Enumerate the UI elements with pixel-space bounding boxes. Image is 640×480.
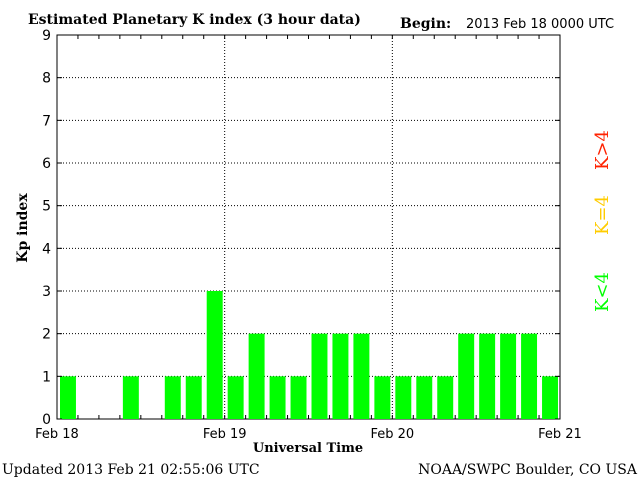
kp-bar	[416, 376, 433, 419]
kp-bar	[164, 376, 181, 419]
x-tick-label: Feb 21	[538, 427, 582, 442]
kp-bar	[122, 376, 139, 419]
x-tick-label: Feb 19	[203, 427, 247, 442]
kp-bar	[248, 333, 265, 419]
kp-bar	[269, 376, 286, 419]
updated-timestamp: Updated 2013 Feb 21 02:55:06 UTC	[2, 462, 260, 478]
y-tick-label: 7	[42, 113, 51, 129]
x-tick-label: Feb 20	[370, 427, 414, 442]
y-tick-label: 3	[42, 284, 51, 300]
grid-layer	[57, 35, 560, 419]
legend-k-eq-4: K=4	[592, 195, 613, 235]
y-tick-label: 2	[42, 327, 51, 343]
y-tick-label: 6	[42, 156, 51, 172]
bar-layer	[60, 291, 558, 419]
kp-bar	[353, 333, 370, 419]
y-axis-label: Kp index	[15, 193, 31, 263]
kp-bar	[311, 333, 328, 419]
kp-bar	[521, 333, 538, 419]
kp-bar	[458, 333, 475, 419]
kp-bar	[374, 376, 391, 419]
kp-bar	[437, 376, 454, 419]
kp-bar	[60, 376, 76, 419]
legend-k-lt-4: K<4	[592, 272, 613, 312]
kp-bar	[290, 376, 307, 419]
plot-frame	[56, 34, 561, 420]
y-tick-label: 4	[42, 241, 51, 257]
y-tick-label: 1	[42, 369, 51, 385]
kp-bar	[332, 333, 349, 419]
kp-bar	[206, 291, 223, 419]
kp-bar	[227, 376, 244, 419]
axis-layer: 0 1 2 3 4 5 6 7 8 9 Feb 18 Feb 19 Feb 20 Feb 21	[35, 28, 582, 442]
x-axis-label: Universal Time	[253, 441, 363, 456]
credit-text: NOAA/SWPC Boulder, CO USA	[418, 462, 638, 478]
kp-bar	[395, 376, 412, 419]
legend-k-gt-4: K>4	[592, 130, 613, 170]
y-tick-label: 5	[42, 199, 51, 215]
x-tick-label: Feb 18	[35, 427, 79, 442]
y-tick-label: 8	[42, 71, 51, 87]
kp-bar	[500, 333, 517, 419]
y-tick-label: 9	[42, 28, 51, 44]
kp-bar	[479, 333, 496, 419]
kp-bar	[185, 376, 202, 419]
kp-bar	[542, 376, 558, 419]
begin-label: Begin:	[400, 16, 451, 32]
chart-title: Estimated Planetary K index (3 hour data…	[28, 12, 361, 28]
begin-value: 2013 Feb 18 0000 UTC	[466, 17, 614, 32]
y-tick-label: 0	[42, 412, 51, 428]
